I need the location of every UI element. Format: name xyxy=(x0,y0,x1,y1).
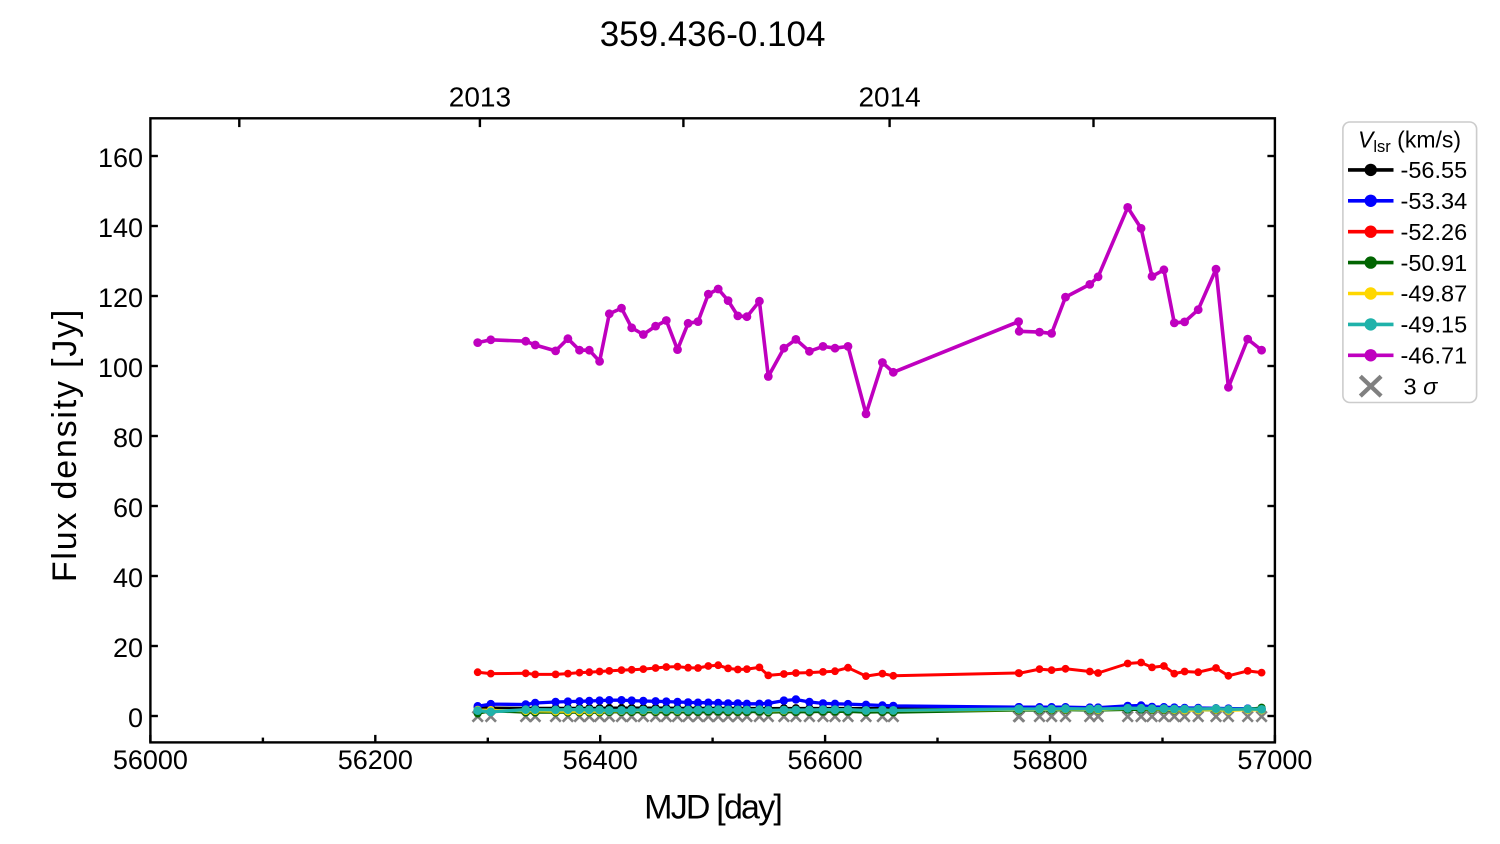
svg-text:Flux density [Jy]: Flux density [Jy] xyxy=(46,308,84,582)
svg-text:359.436-0.104: 359.436-0.104 xyxy=(600,15,826,54)
svg-text:-50.91: -50.91 xyxy=(1401,250,1468,276)
svg-text:160: 160 xyxy=(98,143,143,173)
svg-text:0: 0 xyxy=(128,703,143,733)
svg-text:100: 100 xyxy=(98,353,143,383)
svg-text:2013: 2013 xyxy=(449,82,511,113)
svg-text:60: 60 xyxy=(113,493,143,523)
svg-text:-53.34: -53.34 xyxy=(1401,188,1468,214)
svg-text:-49.15: -49.15 xyxy=(1401,312,1468,338)
svg-text:-46.71: -46.71 xyxy=(1401,343,1468,369)
svg-text:3 σ: 3 σ xyxy=(1404,373,1439,399)
svg-text:20: 20 xyxy=(113,633,143,663)
svg-text:2014: 2014 xyxy=(858,82,920,113)
svg-text:-49.87: -49.87 xyxy=(1401,281,1468,307)
svg-text:40: 40 xyxy=(113,563,143,593)
svg-text:120: 120 xyxy=(98,283,143,313)
svg-text:56600: 56600 xyxy=(788,745,863,775)
svg-text:56800: 56800 xyxy=(1012,745,1087,775)
svg-text:56400: 56400 xyxy=(563,745,638,775)
svg-text:Vlsr (km/s): Vlsr (km/s) xyxy=(1358,126,1461,156)
svg-text:140: 140 xyxy=(98,213,143,243)
svg-text:MJD [day]: MJD [day] xyxy=(644,789,781,827)
svg-text:56000: 56000 xyxy=(113,745,188,775)
svg-text:-52.26: -52.26 xyxy=(1401,219,1468,245)
svg-text:-56.55: -56.55 xyxy=(1401,157,1468,183)
svg-text:57000: 57000 xyxy=(1237,745,1312,775)
svg-text:80: 80 xyxy=(113,423,143,453)
svg-text:56200: 56200 xyxy=(338,745,413,775)
